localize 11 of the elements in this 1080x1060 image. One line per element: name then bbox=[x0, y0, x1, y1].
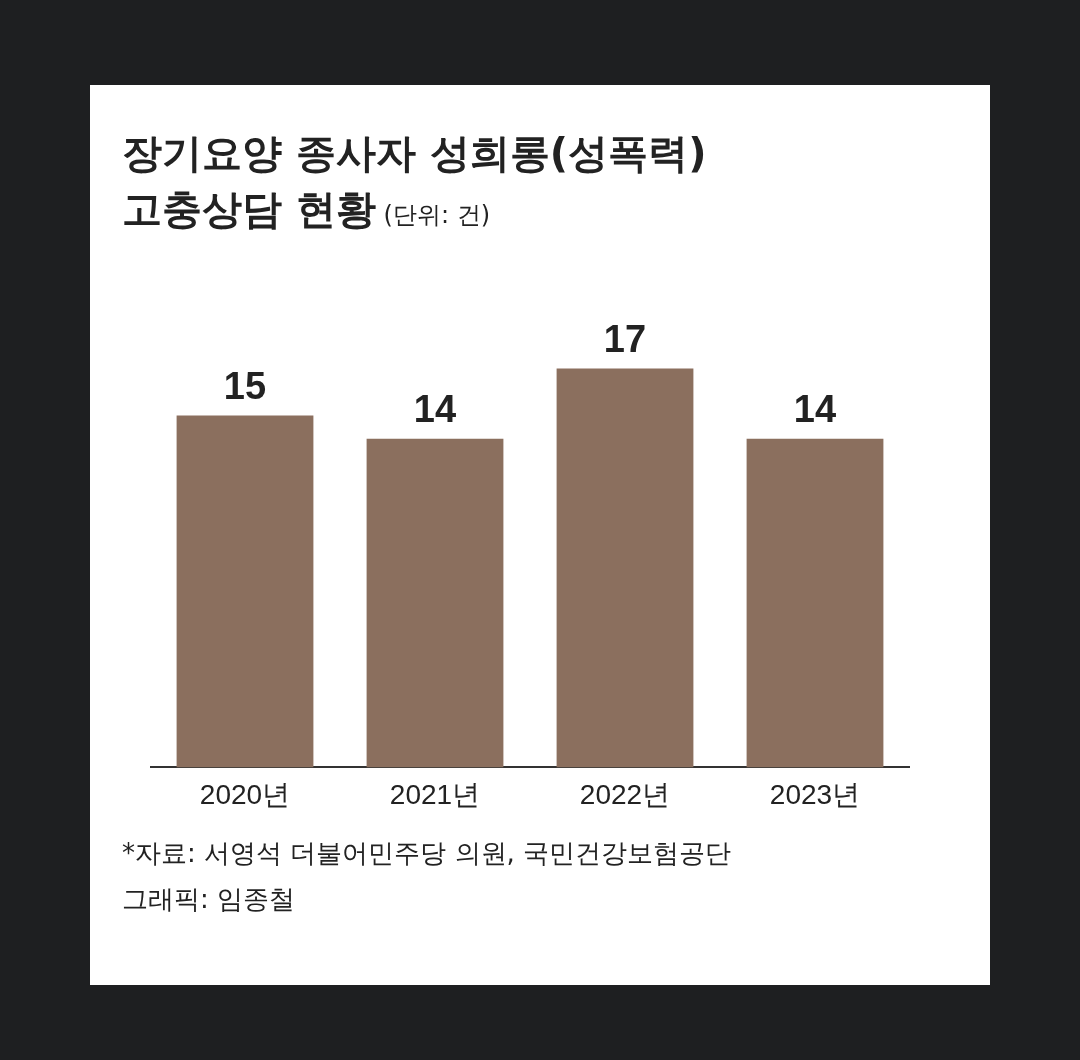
x-tick-label: 2022년 bbox=[579, 778, 671, 810]
text: *자료: 서영석 더불어민주당 의원, 국민건강보험공단 bbox=[122, 837, 732, 870]
x-tick-label: 2021년 bbox=[389, 778, 481, 810]
data-label: 17 bbox=[603, 317, 647, 360]
data-label: 14 bbox=[793, 388, 837, 431]
x-tick-label: 2023년 bbox=[769, 778, 861, 810]
chart-subtitle: (단위: 건) bbox=[382, 201, 491, 229]
data-label: 14 bbox=[413, 388, 457, 431]
text: 그래픽: 임종철 bbox=[122, 883, 297, 916]
data-label: 15 bbox=[223, 364, 267, 407]
x-tick-label: 2020년 bbox=[199, 778, 291, 810]
